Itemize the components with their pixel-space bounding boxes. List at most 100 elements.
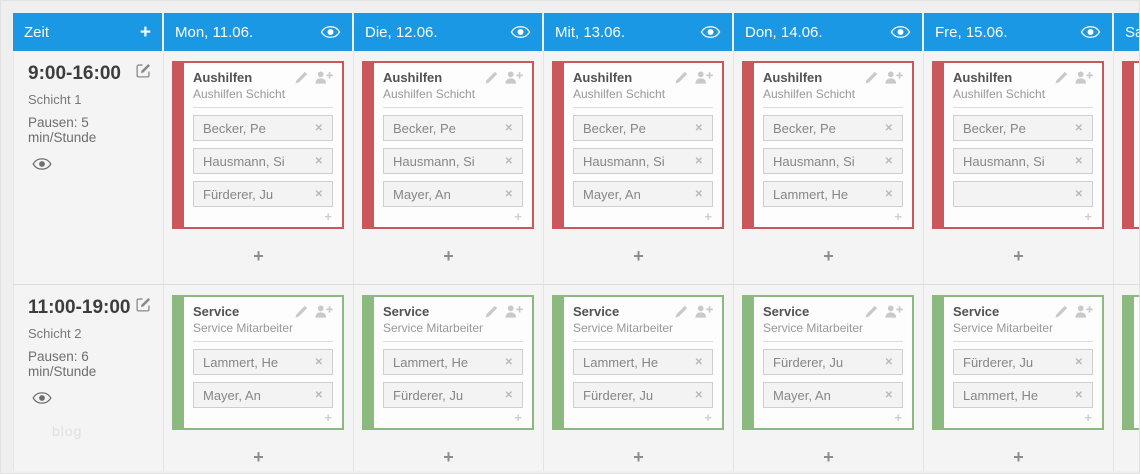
remove-member-icon[interactable]: ✕: [694, 356, 703, 368]
pencil-icon[interactable]: [295, 71, 308, 101]
add-user-icon[interactable]: [505, 71, 523, 101]
eye-icon[interactable]: [890, 26, 911, 38]
remove-member-icon[interactable]: ✕: [1074, 155, 1083, 167]
member-chip[interactable]: Fürderer, Ju ✕: [193, 181, 333, 207]
add-member-button[interactable]: +: [324, 209, 332, 224]
add-user-icon[interactable]: [315, 71, 333, 101]
remove-member-icon[interactable]: ✕: [314, 389, 323, 401]
eye-icon[interactable]: [1080, 26, 1101, 38]
pencil-icon[interactable]: [865, 71, 878, 101]
pencil-icon[interactable]: [1055, 71, 1068, 101]
remove-member-icon[interactable]: ✕: [884, 155, 893, 167]
add-member-button[interactable]: +: [1084, 209, 1092, 224]
remove-member-icon[interactable]: ✕: [1074, 356, 1083, 368]
add-member-button[interactable]: +: [514, 410, 522, 425]
add-member-button[interactable]: +: [514, 209, 522, 224]
member-chip[interactable]: Fürderer, Ju ✕: [953, 349, 1093, 375]
add-shift-button[interactable]: +: [139, 21, 151, 43]
remove-member-icon[interactable]: ✕: [694, 188, 703, 200]
remove-member-icon[interactable]: ✕: [884, 356, 893, 368]
member-chip[interactable]: Hausmann, Si ✕: [573, 148, 713, 174]
remove-member-icon[interactable]: ✕: [694, 389, 703, 401]
add-shift-card-button[interactable]: +: [253, 246, 264, 266]
member-chip[interactable]: Lammert, He ✕: [763, 181, 903, 207]
pencil-icon[interactable]: [675, 71, 688, 101]
remove-member-icon[interactable]: ✕: [884, 389, 893, 401]
eye-icon[interactable]: [510, 26, 531, 38]
add-user-icon[interactable]: [1075, 305, 1093, 335]
member-chip[interactable]: Becker, Pe ✕: [953, 115, 1093, 141]
remove-member-icon[interactable]: ✕: [504, 155, 513, 167]
eye-icon[interactable]: [32, 158, 52, 170]
edit-icon[interactable]: [136, 297, 151, 312]
member-chip[interactable]: Hausmann, Si ✕: [763, 148, 903, 174]
add-shift-card-button[interactable]: +: [443, 447, 454, 467]
pencil-icon[interactable]: [295, 305, 308, 335]
member-chip[interactable]: Fürderer, Ju ✕: [573, 382, 713, 408]
add-member-button[interactable]: +: [324, 410, 332, 425]
member-chip[interactable]: Becker, Pe ✕: [573, 115, 713, 141]
remove-member-icon[interactable]: ✕: [1074, 389, 1083, 401]
add-member-button[interactable]: +: [894, 410, 902, 425]
add-shift-card-button[interactable]: +: [823, 246, 834, 266]
pencil-icon[interactable]: [485, 305, 498, 335]
pencil-icon[interactable]: [865, 305, 878, 335]
member-chip[interactable]: Mayer, An ✕: [573, 181, 713, 207]
member-chip[interactable]: Hausmann, Si ✕: [193, 148, 333, 174]
remove-member-icon[interactable]: ✕: [504, 389, 513, 401]
member-chip[interactable]: Fürderer, Ju ✕: [763, 349, 903, 375]
member-chip[interactable]: Lammert, He ✕: [383, 349, 523, 375]
add-shift-card-button[interactable]: +: [253, 447, 264, 467]
member-chip[interactable]: Hausmann, Si ✕: [383, 148, 523, 174]
add-member-button[interactable]: +: [894, 209, 902, 224]
remove-member-icon[interactable]: ✕: [1074, 122, 1083, 134]
add-member-button[interactable]: +: [1084, 410, 1092, 425]
add-shift-card-button[interactable]: +: [823, 447, 834, 467]
member-chip[interactable]: Mayer, An ✕: [763, 382, 903, 408]
add-user-icon[interactable]: [885, 305, 903, 335]
member-chip[interactable]: Lammert, He ✕: [573, 349, 713, 375]
remove-member-icon[interactable]: ✕: [314, 122, 323, 134]
add-shift-card-button[interactable]: +: [633, 447, 644, 467]
member-chip[interactable]: Becker, Pe ✕: [763, 115, 903, 141]
member-chip[interactable]: Mayer, An ✕: [193, 382, 333, 408]
pencil-icon[interactable]: [675, 305, 688, 335]
eye-icon[interactable]: [700, 26, 721, 38]
member-chip-empty[interactable]: ✕: [953, 181, 1093, 207]
member-chip[interactable]: Lammert, He ✕: [193, 349, 333, 375]
member-chip[interactable]: Lammert, He ✕: [953, 382, 1093, 408]
eye-icon[interactable]: [320, 26, 341, 38]
add-member-button[interactable]: +: [704, 410, 712, 425]
member-chip[interactable]: Mayer, An ✕: [383, 181, 523, 207]
add-shift-card-button[interactable]: +: [1013, 447, 1024, 467]
member-chip[interactable]: Fürderer, Ju ✕: [383, 382, 523, 408]
add-shift-card-button[interactable]: +: [633, 246, 644, 266]
pencil-icon[interactable]: [1055, 305, 1068, 335]
add-shift-card-button[interactable]: +: [1013, 246, 1024, 266]
remove-member-icon[interactable]: ✕: [884, 122, 893, 134]
remove-member-icon[interactable]: ✕: [504, 188, 513, 200]
add-user-icon[interactable]: [505, 305, 523, 335]
add-user-icon[interactable]: [315, 305, 333, 335]
member-chip[interactable]: Becker, Pe ✕: [383, 115, 523, 141]
remove-member-icon[interactable]: ✕: [314, 155, 323, 167]
add-shift-card-button[interactable]: +: [443, 246, 454, 266]
remove-member-icon[interactable]: ✕: [884, 188, 893, 200]
remove-member-icon[interactable]: ✕: [314, 188, 323, 200]
add-user-icon[interactable]: [695, 305, 713, 335]
add-member-button[interactable]: +: [704, 209, 712, 224]
remove-member-icon[interactable]: ✕: [1074, 188, 1083, 200]
remove-member-icon[interactable]: ✕: [504, 122, 513, 134]
member-chip[interactable]: Hausmann, Si ✕: [953, 148, 1093, 174]
member-chip[interactable]: Becker, Pe ✕: [193, 115, 333, 141]
remove-member-icon[interactable]: ✕: [314, 356, 323, 368]
add-user-icon[interactable]: [1075, 71, 1093, 101]
add-user-icon[interactable]: [695, 71, 713, 101]
eye-icon[interactable]: [32, 392, 52, 404]
remove-member-icon[interactable]: ✕: [694, 155, 703, 167]
remove-member-icon[interactable]: ✕: [504, 356, 513, 368]
edit-icon[interactable]: [136, 63, 151, 78]
add-user-icon[interactable]: [885, 71, 903, 101]
remove-member-icon[interactable]: ✕: [694, 122, 703, 134]
pencil-icon[interactable]: [485, 71, 498, 101]
